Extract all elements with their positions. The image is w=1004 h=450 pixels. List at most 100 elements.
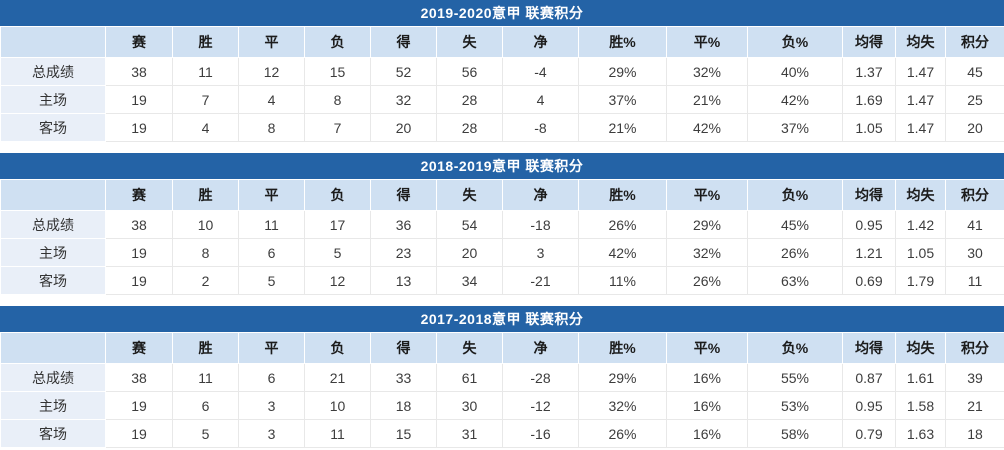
column-header-win-pct: 胜%: [578, 26, 667, 58]
cell-goals-for: 23: [370, 238, 437, 267]
cell-goal-diff: 3: [502, 238, 579, 267]
cell-points: 45: [945, 57, 1004, 86]
cell-goals-for: 36: [370, 210, 437, 239]
cell-goal-diff: -21: [502, 266, 579, 295]
cell-losses: 7: [304, 113, 371, 142]
cell-goals-against: 28: [436, 85, 503, 114]
column-header-goals-for: 得: [370, 332, 437, 364]
cell-goals-for: 52: [370, 57, 437, 86]
cell-points: 39: [945, 363, 1004, 392]
column-header-wins: 胜: [172, 179, 239, 211]
cell-goals-for: 18: [370, 391, 437, 420]
cell-goals-against: 20: [436, 238, 503, 267]
row-away: 客场 19 2 5 12 13 34 -21 11% 26% 63% 0.69 1.79 11: [0, 266, 1004, 295]
cell-goals-against: 30: [436, 391, 503, 420]
cell-avg-against: 1.47: [895, 57, 946, 86]
row-home: 主场 19 7 4 8 32 28 4 37% 21% 42% 1.69 1.47 25: [0, 85, 1004, 114]
column-header-draw-pct: 平%: [666, 332, 748, 364]
cell-goal-diff: -4: [502, 57, 579, 86]
cell-goal-diff: -16: [502, 419, 579, 448]
cell-wins: 11: [172, 57, 239, 86]
cell-draw-pct: 29%: [666, 210, 748, 239]
cell-win-pct: 26%: [578, 210, 667, 239]
row-home: 主场 19 8 6 5 23 20 3 42% 32% 26% 1.21 1.05 30: [0, 238, 1004, 267]
cell-wins: 8: [172, 238, 239, 267]
corner-cell: [0, 332, 106, 364]
column-header-loss-pct: 负%: [747, 179, 843, 211]
cell-avg-for: 1.21: [842, 238, 896, 267]
row-label: 主场: [0, 391, 106, 420]
cell-goals-for: 33: [370, 363, 437, 392]
cell-avg-for: 0.95: [842, 210, 896, 239]
column-header-avg-against: 均失: [895, 179, 946, 211]
cell-losses: 10: [304, 391, 371, 420]
cell-draw-pct: 16%: [666, 419, 748, 448]
column-header-losses: 负: [304, 26, 371, 58]
column-header-goals-against: 失: [436, 179, 503, 211]
cell-losses: 12: [304, 266, 371, 295]
cell-avg-against: 1.79: [895, 266, 946, 295]
corner-cell: [0, 26, 106, 58]
cell-goals-against: 56: [436, 57, 503, 86]
column-header-points: 积分: [945, 332, 1004, 364]
cell-matches: 19: [105, 419, 173, 448]
column-header-win-pct: 胜%: [578, 332, 667, 364]
cell-losses: 15: [304, 57, 371, 86]
row-home: 主场 19 6 3 10 18 30 -12 32% 16% 53% 0.95 1.58 21: [0, 391, 1004, 420]
column-header-goal-diff: 净: [502, 179, 579, 211]
cell-draws: 8: [238, 113, 305, 142]
column-header-wins: 胜: [172, 332, 239, 364]
cell-loss-pct: 42%: [747, 85, 843, 114]
column-header-losses: 负: [304, 179, 371, 211]
cell-avg-for: 0.69: [842, 266, 896, 295]
column-header-goals-for: 得: [370, 26, 437, 58]
cell-draw-pct: 32%: [666, 238, 748, 267]
cell-avg-for: 1.69: [842, 85, 896, 114]
cell-draws: 5: [238, 266, 305, 295]
cell-goals-for: 20: [370, 113, 437, 142]
cell-loss-pct: 45%: [747, 210, 843, 239]
cell-points: 30: [945, 238, 1004, 267]
column-header-avg-for: 均得: [842, 332, 896, 364]
cell-wins: 2: [172, 266, 239, 295]
cell-avg-against: 1.63: [895, 419, 946, 448]
cell-avg-for: 0.79: [842, 419, 896, 448]
cell-loss-pct: 26%: [747, 238, 843, 267]
cell-points: 21: [945, 391, 1004, 420]
cell-win-pct: 32%: [578, 391, 667, 420]
column-header-avg-for: 均得: [842, 26, 896, 58]
cell-matches: 19: [105, 238, 173, 267]
column-header-goal-diff: 净: [502, 26, 579, 58]
cell-win-pct: 21%: [578, 113, 667, 142]
cell-loss-pct: 63%: [747, 266, 843, 295]
column-header-goals-against: 失: [436, 26, 503, 58]
cell-matches: 38: [105, 363, 173, 392]
row-label: 主场: [0, 238, 106, 267]
cell-goals-against: 61: [436, 363, 503, 392]
cell-avg-for: 0.87: [842, 363, 896, 392]
row-away: 客场 19 5 3 11 15 31 -16 26% 16% 58% 0.79 1.63 18: [0, 419, 1004, 448]
cell-draw-pct: 21%: [666, 85, 748, 114]
column-header-goals-for: 得: [370, 179, 437, 211]
column-header-loss-pct: 负%: [747, 332, 843, 364]
column-header-matches: 赛: [105, 179, 173, 211]
cell-loss-pct: 40%: [747, 57, 843, 86]
cell-loss-pct: 58%: [747, 419, 843, 448]
cell-loss-pct: 37%: [747, 113, 843, 142]
row-label: 主场: [0, 85, 106, 114]
cell-draw-pct: 26%: [666, 266, 748, 295]
cell-wins: 7: [172, 85, 239, 114]
cell-matches: 19: [105, 85, 173, 114]
cell-goals-for: 13: [370, 266, 437, 295]
cell-draw-pct: 42%: [666, 113, 748, 142]
cell-avg-against: 1.61: [895, 363, 946, 392]
column-header-loss-pct: 负%: [747, 26, 843, 58]
season-table-block: 2017-2018意甲 联赛积分 赛胜平负得失净胜% 平% 负% 均得 均失 积分 总成绩…: [0, 306, 1004, 448]
cell-draws: 6: [238, 238, 305, 267]
cell-draw-pct: 16%: [666, 363, 748, 392]
cell-goals-against: 28: [436, 113, 503, 142]
cell-wins: 10: [172, 210, 239, 239]
league-points-table: 赛胜平负得失净胜% 平% 负% 均得 均失 积分 总成绩 38 10 11 17 36 54 -18 26…: [0, 179, 1004, 295]
cell-points: 25: [945, 85, 1004, 114]
